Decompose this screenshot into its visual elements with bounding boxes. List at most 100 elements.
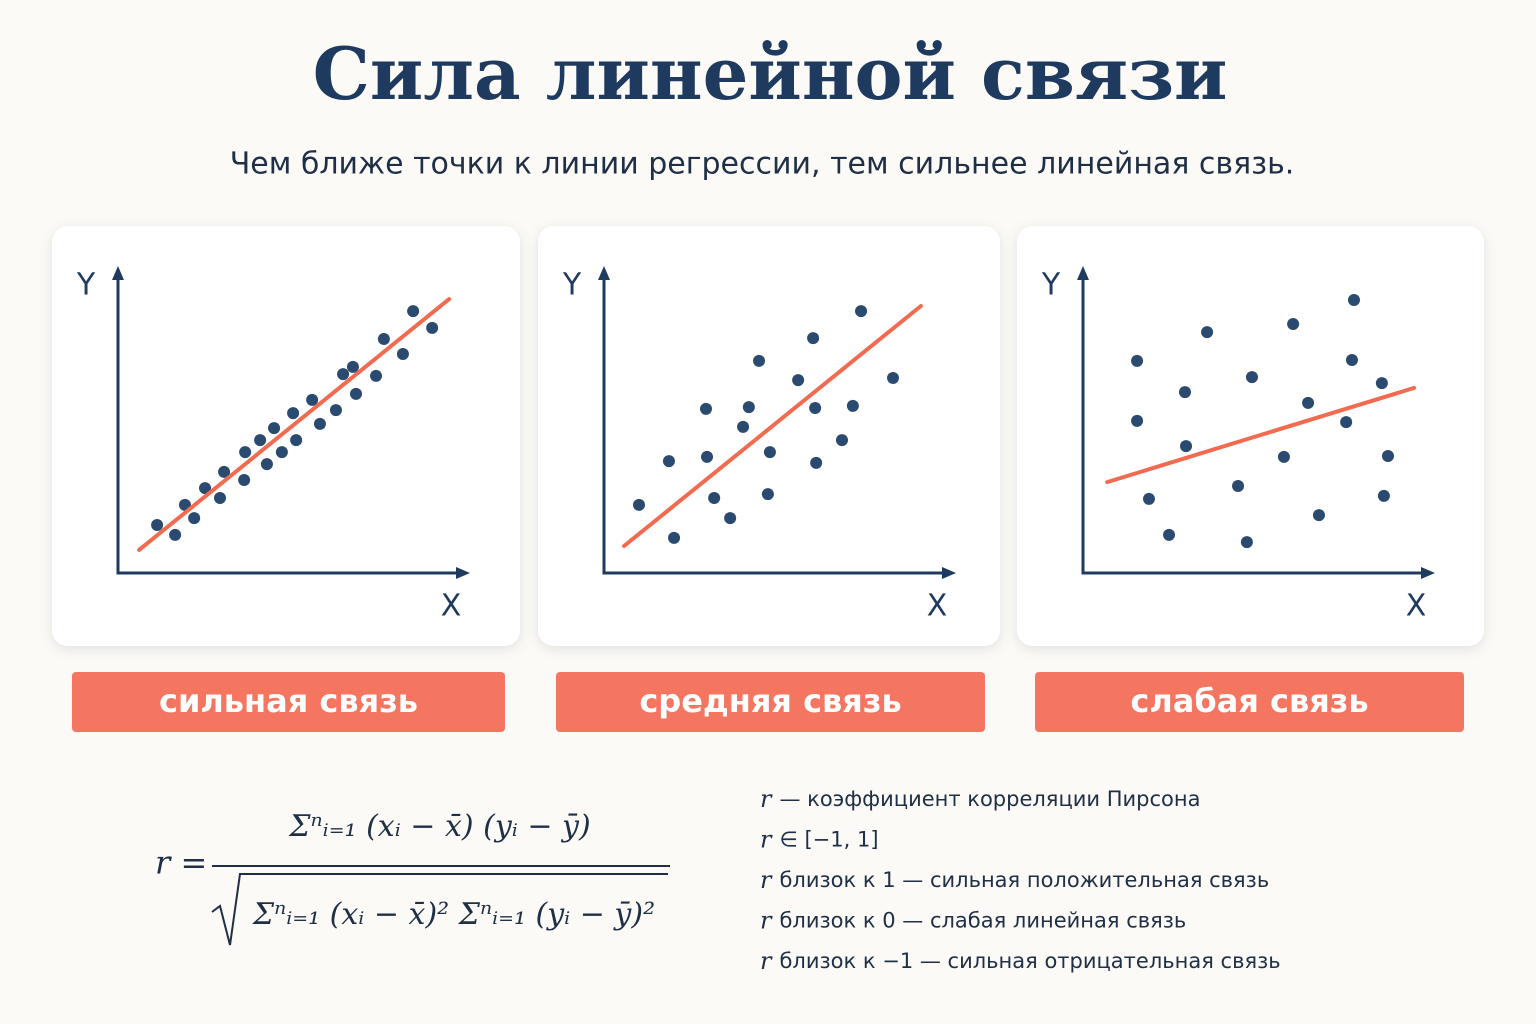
note-text: близок к 1 — сильная положительная связь (779, 868, 1269, 892)
point (1312, 509, 1325, 522)
title: Сила линейной связи (313, 31, 1228, 116)
strength-label: средняя связь (639, 682, 901, 720)
note-text: близок к 0 — слабая линейная связь (779, 909, 1186, 933)
point (329, 404, 342, 417)
point (1163, 528, 1176, 541)
point (792, 374, 805, 387)
point (275, 446, 288, 459)
point (407, 305, 420, 318)
note-text: ∈ [−1, 1] (779, 828, 878, 852)
point (260, 458, 273, 471)
point (855, 305, 868, 318)
point (1201, 326, 1214, 339)
note-variable: r (760, 947, 773, 975)
note: r близок к 0 — слабая линейная связь (760, 906, 1186, 934)
point (377, 333, 390, 345)
note: r — коэффициент корреляции Пирсона (760, 785, 1200, 813)
point (426, 321, 439, 334)
point (753, 354, 766, 367)
point (238, 474, 251, 486)
point (370, 369, 383, 382)
point (1381, 450, 1394, 462)
point (1232, 480, 1245, 492)
point (169, 528, 182, 541)
point (1287, 318, 1300, 330)
point (268, 422, 281, 435)
chart-card (52, 226, 520, 646)
point (239, 446, 252, 459)
point (1345, 354, 1358, 366)
y-axis-label: Y (562, 268, 582, 303)
point (1131, 414, 1144, 427)
x-axis-label: X (441, 589, 462, 624)
x-arrow (456, 567, 470, 579)
y-axis-label: Y (1041, 268, 1061, 303)
axes (116, 272, 462, 575)
x-arrow (942, 567, 956, 579)
point (846, 399, 859, 412)
strength-label: слабая связь (1130, 682, 1368, 720)
strength-label: сильная связь (159, 682, 418, 720)
point (763, 446, 776, 459)
note-text: — коэффициент корреляции Пирсона (779, 787, 1200, 811)
point (662, 455, 675, 468)
point (887, 372, 899, 384)
note-variable: r (760, 825, 773, 853)
sqrt-sign (211, 873, 668, 946)
regression-line (1105, 385, 1417, 485)
note-variable: r (760, 866, 773, 894)
x-axis-label: X (1406, 589, 1427, 624)
point (287, 407, 300, 420)
chart-card (538, 226, 1000, 646)
strength-badge (1035, 672, 1464, 732)
point (668, 531, 681, 544)
point (337, 368, 350, 381)
point (701, 450, 714, 463)
x-arrow (1421, 567, 1435, 579)
point (810, 456, 823, 469)
point (1347, 294, 1360, 306)
axes (1081, 272, 1427, 575)
point (1277, 450, 1290, 463)
point (396, 348, 409, 360)
point (809, 402, 822, 414)
point (188, 512, 201, 525)
subtitle: Чем ближе точки к линии регрессии, тем с… (230, 147, 1295, 182)
point (151, 519, 164, 531)
point (199, 482, 212, 495)
point (346, 360, 359, 373)
point (1340, 416, 1353, 429)
point (290, 434, 303, 447)
y-arrow (598, 266, 610, 280)
point (737, 420, 750, 433)
y-arrow (1077, 266, 1089, 280)
point (313, 417, 326, 430)
point (254, 434, 267, 447)
point (1179, 386, 1191, 399)
note-text: близок к −1 — сильная отрицательная связ… (779, 949, 1280, 973)
point (1240, 536, 1253, 549)
point (700, 402, 712, 415)
y-axis-label: Y (76, 268, 96, 303)
formula: r = Σⁿᵢ₌₁ (xᵢ − x̄) (yᵢ − ȳ) Σⁿᵢ₌₁ (xᵢ −… (155, 809, 670, 946)
point (742, 401, 755, 414)
formula-denominator: Σⁿᵢ₌₁ (xᵢ − x̄)² Σⁿᵢ₌₁ (yᵢ − ȳ)² (252, 897, 655, 932)
point (1375, 377, 1388, 390)
strength-badge (72, 672, 505, 732)
point (724, 512, 737, 525)
regression-line (137, 297, 452, 552)
point (807, 332, 820, 345)
point (214, 492, 226, 504)
point (836, 434, 848, 447)
point (1180, 440, 1193, 453)
y-arrow (112, 266, 124, 280)
point (218, 465, 231, 478)
chart-card (1017, 226, 1484, 646)
note: r ∈ [−1, 1] (760, 825, 879, 853)
note-variable: r (760, 906, 773, 934)
point (1302, 396, 1315, 409)
